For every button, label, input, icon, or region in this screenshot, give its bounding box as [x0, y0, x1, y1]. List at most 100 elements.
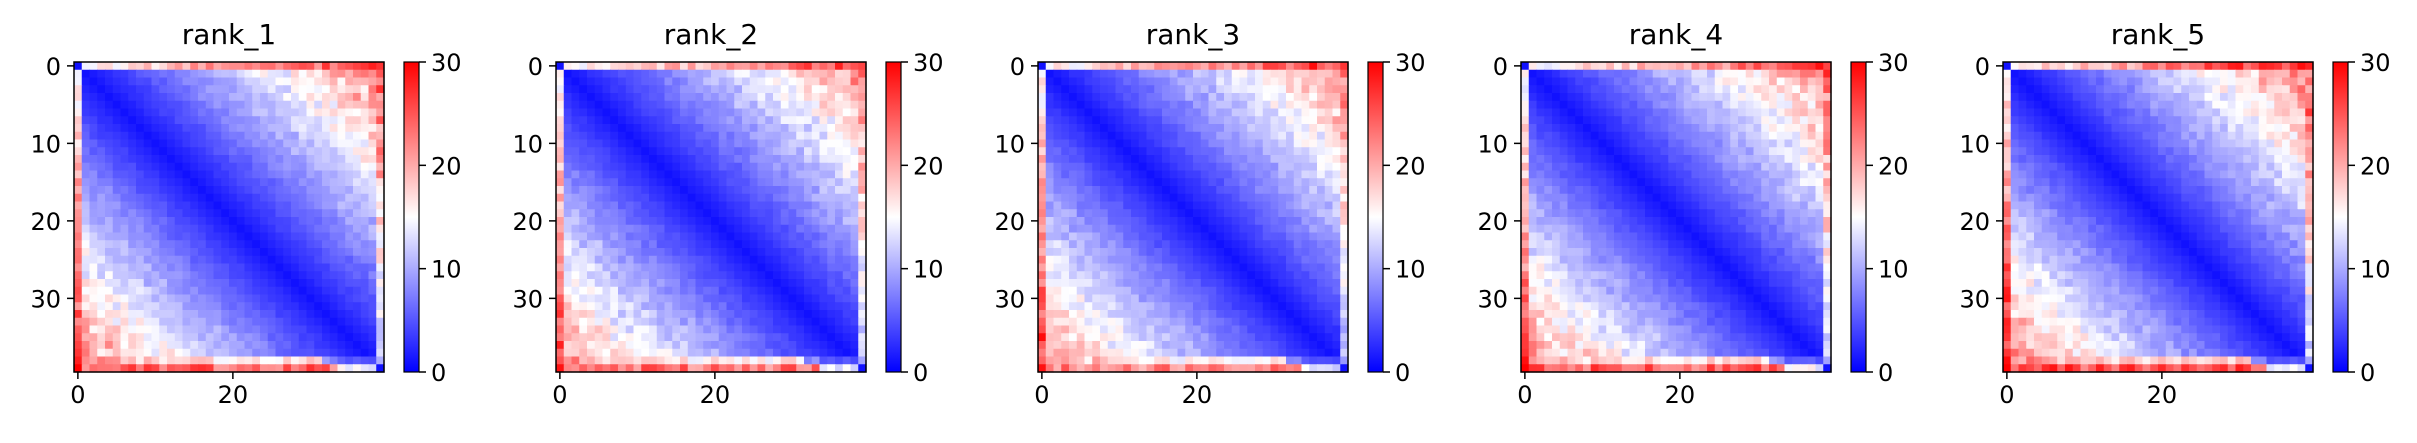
colorbar-tick-label: 30	[1395, 49, 1426, 77]
heatmap-cell	[727, 217, 735, 225]
heatmap-cell	[206, 256, 214, 264]
heatmap-cell	[1154, 264, 1162, 272]
heatmap-cell	[175, 264, 183, 272]
heatmap-cell	[221, 155, 229, 163]
heatmap-cell	[1278, 93, 1286, 101]
heatmap-cell	[711, 264, 719, 272]
heatmap-cell	[121, 318, 129, 326]
heatmap-cell	[369, 326, 377, 334]
heatmap-cell	[1054, 194, 1062, 202]
heatmap-cell	[136, 318, 144, 326]
heatmap-cell	[657, 147, 665, 155]
heatmap-cell	[1668, 78, 1676, 86]
heatmap-cell	[1614, 70, 1622, 78]
heatmap-cell	[314, 209, 322, 217]
heatmap-cell	[835, 101, 843, 109]
heatmap-cell	[1325, 178, 1333, 186]
heatmap-cell	[657, 163, 665, 171]
heatmap-cell	[128, 310, 136, 318]
heatmap-cell	[665, 178, 673, 186]
heatmap-cell	[773, 62, 781, 70]
heatmap-cell	[734, 186, 742, 194]
heatmap-cell	[159, 140, 167, 148]
heatmap-cell	[82, 279, 90, 287]
heatmap-cell	[603, 326, 611, 334]
heatmap-cell	[345, 194, 353, 202]
heatmap-cell	[626, 70, 634, 78]
heatmap-cell	[564, 341, 572, 349]
heatmap-cell	[1069, 287, 1077, 295]
heatmap-cell	[1263, 85, 1271, 93]
heatmap-cell	[82, 357, 90, 365]
heatmap-cell	[252, 248, 260, 256]
heatmap-cell	[680, 70, 688, 78]
heatmap-cell	[1294, 178, 1302, 186]
heatmap-cell	[268, 62, 276, 70]
heatmap-cell	[1092, 132, 1100, 140]
heatmap-cell	[1085, 70, 1093, 78]
heatmap-cell	[1147, 124, 1155, 132]
heatmap-cell	[1185, 109, 1193, 117]
heatmap-cell	[719, 326, 727, 334]
heatmap-cell	[1038, 217, 1046, 225]
heatmap-cell	[128, 147, 136, 155]
heatmap-cell	[1317, 240, 1325, 248]
heatmap-cell	[1309, 233, 1317, 241]
heatmap-cell	[299, 147, 307, 155]
heatmap-cell	[1069, 233, 1077, 241]
heatmap-cell	[665, 357, 673, 365]
heatmap-cell	[1139, 147, 1147, 155]
heatmap-cell	[90, 248, 98, 256]
heatmap-cell	[1816, 70, 1824, 78]
heatmap-cell	[338, 140, 346, 148]
heatmap-cell	[322, 147, 330, 155]
heatmap-cell	[626, 256, 634, 264]
heatmap-cell	[1092, 248, 1100, 256]
heatmap-cell	[97, 233, 105, 241]
heatmap-cells	[1038, 62, 1349, 373]
heatmap-cell	[90, 326, 98, 334]
heatmap-cell	[206, 78, 214, 86]
heatmap-cell	[1108, 93, 1116, 101]
heatmap-cell	[851, 194, 859, 202]
heatmap-cell	[1077, 341, 1085, 349]
heatmap-cell	[649, 333, 657, 341]
heatmap-cell	[338, 147, 346, 155]
heatmap-cell	[851, 248, 859, 256]
heatmap-cell	[1108, 240, 1116, 248]
heatmap-cell	[322, 186, 330, 194]
heatmap-cell	[1777, 62, 1785, 70]
heatmap-cell	[634, 194, 642, 202]
heatmap-cell	[1108, 124, 1116, 132]
heatmap-cell	[314, 333, 322, 341]
heatmap-cell	[245, 85, 253, 93]
heatmap-cell	[711, 225, 719, 233]
heatmap-cell	[610, 132, 618, 140]
heatmap-cell	[252, 341, 260, 349]
heatmap-cells	[1521, 62, 1832, 373]
heatmap-cell	[1263, 264, 1271, 272]
heatmap-cell	[206, 310, 214, 318]
heatmap-cell	[1317, 357, 1325, 365]
heatmap-cell	[812, 93, 820, 101]
heatmap-cell	[1123, 349, 1131, 357]
heatmap-cell	[299, 93, 307, 101]
heatmap-cell	[128, 62, 136, 70]
heatmap-cell	[1139, 256, 1147, 264]
heatmap-cell	[773, 318, 781, 326]
heatmap-cell	[796, 225, 804, 233]
heatmap-cell	[1309, 140, 1317, 148]
heatmap-cell	[649, 147, 657, 155]
heatmap-cell	[198, 209, 206, 217]
heatmap-cell	[136, 326, 144, 334]
heatmap-cell	[190, 240, 198, 248]
heatmap-cell	[603, 124, 611, 132]
heatmap-cell	[121, 279, 129, 287]
heatmap-cell	[1162, 326, 1170, 334]
heatmap-cell	[827, 349, 835, 357]
heatmap-cell	[1294, 302, 1302, 310]
heatmap-cell	[634, 124, 642, 132]
heatmap-cell	[556, 178, 564, 186]
heatmap-cell	[1294, 132, 1302, 140]
heatmap-cell	[657, 271, 665, 279]
